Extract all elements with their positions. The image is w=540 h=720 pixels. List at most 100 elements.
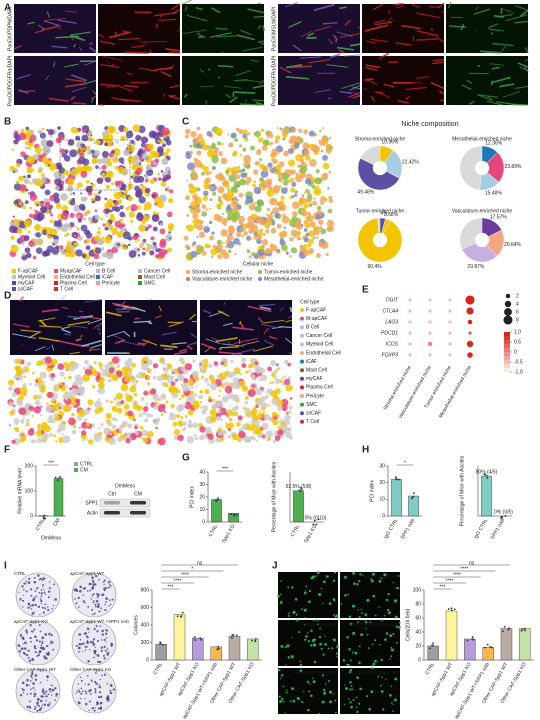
image-texture bbox=[64, 63, 79, 68]
image-texture bbox=[89, 46, 97, 53]
colony bbox=[93, 680, 97, 684]
colony bbox=[40, 695, 43, 698]
image-texture bbox=[99, 40, 116, 45]
map-cell bbox=[39, 132, 47, 139]
map-cell bbox=[177, 434, 184, 442]
image-texture bbox=[142, 339, 158, 346]
map-cell bbox=[18, 175, 24, 182]
y-tick-label: 20 bbox=[199, 494, 205, 500]
image-texture bbox=[61, 328, 72, 334]
replicate-dot bbox=[313, 519, 316, 522]
colony bbox=[28, 684, 30, 686]
colony bbox=[49, 642, 52, 645]
replicate-dot bbox=[59, 475, 62, 478]
map-cell bbox=[29, 170, 32, 173]
map-cell bbox=[320, 149, 324, 153]
map-cell bbox=[295, 174, 303, 183]
legend-label: Myeloid Cell bbox=[18, 274, 45, 280]
cell bbox=[358, 645, 361, 648]
image-texture bbox=[279, 66, 292, 74]
map-cell bbox=[311, 184, 316, 189]
colony bbox=[110, 603, 112, 606]
map-cell bbox=[291, 127, 297, 133]
map-cell bbox=[37, 129, 42, 134]
map-cell bbox=[54, 240, 58, 244]
legend-swatch bbox=[300, 394, 304, 398]
cell bbox=[291, 586, 294, 589]
map-cell bbox=[99, 366, 104, 371]
map-cell bbox=[111, 416, 117, 422]
map-cell bbox=[270, 211, 274, 214]
map-cell bbox=[301, 210, 308, 217]
legend-swatch bbox=[54, 281, 58, 285]
legend-label: Myeloid Cell bbox=[306, 342, 333, 348]
image-texture bbox=[51, 45, 68, 49]
cell bbox=[324, 643, 327, 646]
legend-swatch bbox=[300, 419, 304, 424]
image-texture bbox=[352, 86, 361, 90]
map-cell bbox=[13, 199, 19, 205]
colony bbox=[90, 598, 93, 600]
map-cell bbox=[85, 210, 90, 215]
map-cell bbox=[122, 231, 131, 240]
map-cell bbox=[244, 395, 249, 400]
map-cell bbox=[104, 142, 108, 147]
image-texture bbox=[329, 53, 341, 59]
colony bbox=[91, 595, 93, 597]
map-cell bbox=[266, 189, 275, 197]
map-cell bbox=[23, 235, 30, 241]
image-texture bbox=[260, 306, 272, 311]
map-cell bbox=[85, 185, 93, 193]
map-cell bbox=[211, 398, 215, 402]
image-texture bbox=[489, 63, 505, 66]
map-cell bbox=[164, 166, 171, 173]
size-key-label: 2 bbox=[516, 293, 519, 299]
map-cell bbox=[328, 137, 332, 140]
colony bbox=[19, 599, 21, 601]
map-cell bbox=[33, 394, 38, 400]
cell bbox=[323, 691, 327, 695]
map-cell bbox=[187, 162, 195, 171]
legend-swatch bbox=[54, 275, 58, 279]
map-cell bbox=[290, 144, 295, 149]
cell bbox=[299, 663, 303, 667]
map-cell bbox=[217, 186, 225, 194]
colony bbox=[90, 679, 93, 682]
band-label: Actin bbox=[87, 510, 98, 516]
map-cell bbox=[244, 400, 249, 405]
image-texture bbox=[39, 325, 62, 328]
map-cell bbox=[211, 231, 215, 235]
image-texture bbox=[55, 24, 61, 30]
colorbar-label: 1.0 bbox=[514, 329, 521, 335]
image-tile bbox=[14, 56, 96, 105]
colony bbox=[103, 638, 106, 642]
cell bbox=[364, 613, 368, 617]
map-cell bbox=[125, 130, 134, 139]
image-texture bbox=[172, 8, 181, 15]
map-cell bbox=[216, 203, 222, 209]
map-cell bbox=[290, 187, 296, 193]
colony bbox=[28, 706, 32, 709]
image-texture bbox=[56, 339, 81, 347]
map-cell bbox=[271, 372, 276, 378]
map-cell bbox=[209, 207, 212, 211]
panel-letter: J bbox=[272, 561, 278, 572]
map-cell bbox=[274, 212, 280, 219]
colony bbox=[84, 702, 88, 706]
slice-label: 4% bbox=[380, 211, 388, 217]
colony bbox=[42, 611, 45, 614]
map-cell bbox=[147, 224, 152, 229]
map-cell bbox=[271, 397, 280, 406]
map-cell bbox=[245, 176, 252, 183]
cell bbox=[385, 678, 387, 680]
map-cell bbox=[145, 187, 151, 194]
cell bbox=[390, 655, 393, 658]
colony bbox=[28, 659, 32, 662]
colony bbox=[94, 691, 97, 694]
map-cell bbox=[64, 385, 68, 389]
colony bbox=[96, 595, 99, 598]
map-cell bbox=[198, 394, 204, 400]
cell bbox=[346, 663, 348, 666]
map-cell bbox=[35, 379, 39, 383]
replicate-dot bbox=[254, 640, 257, 643]
